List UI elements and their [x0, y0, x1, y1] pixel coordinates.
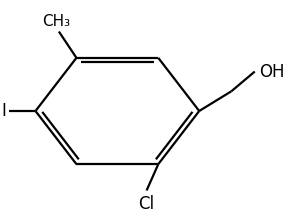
Text: I: I: [2, 102, 6, 120]
Text: OH: OH: [259, 63, 285, 81]
Text: CH₃: CH₃: [42, 14, 70, 29]
Text: Cl: Cl: [139, 195, 155, 213]
